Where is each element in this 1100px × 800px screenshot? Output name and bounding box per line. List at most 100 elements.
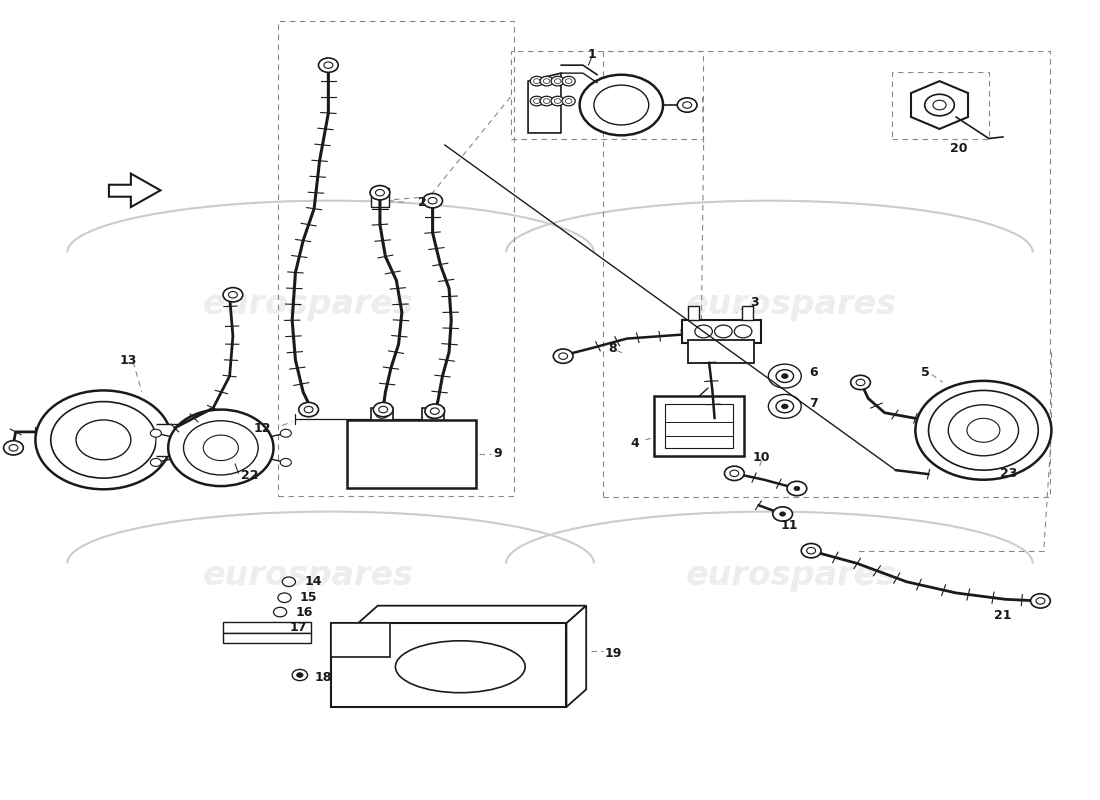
Circle shape	[1031, 594, 1050, 608]
Bar	[278, 22, 514, 496]
Circle shape	[562, 76, 575, 86]
Circle shape	[725, 466, 745, 481]
Circle shape	[967, 418, 1000, 442]
Bar	[331, 623, 566, 707]
Polygon shape	[156, 424, 178, 456]
Bar	[603, 51, 1050, 498]
Circle shape	[562, 96, 575, 106]
Circle shape	[781, 374, 788, 378]
Circle shape	[540, 76, 553, 86]
Circle shape	[425, 404, 444, 418]
Circle shape	[850, 375, 870, 390]
Text: 16: 16	[296, 606, 312, 618]
Text: 6: 6	[808, 366, 817, 379]
Bar	[689, 306, 700, 320]
Circle shape	[280, 430, 292, 438]
Bar	[371, 408, 393, 420]
Circle shape	[223, 287, 243, 302]
Text: 14: 14	[305, 575, 321, 588]
Circle shape	[730, 470, 739, 477]
Circle shape	[594, 85, 649, 125]
Text: 4: 4	[630, 438, 639, 450]
Circle shape	[534, 78, 540, 83]
Circle shape	[375, 190, 384, 196]
Circle shape	[540, 96, 553, 106]
Circle shape	[323, 62, 333, 68]
Circle shape	[1036, 598, 1045, 604]
Circle shape	[370, 186, 389, 200]
Text: 18: 18	[315, 671, 331, 684]
Text: 10: 10	[754, 451, 770, 464]
Circle shape	[428, 198, 437, 204]
Circle shape	[373, 402, 393, 417]
Circle shape	[76, 420, 131, 460]
Circle shape	[554, 78, 561, 83]
Circle shape	[786, 482, 806, 496]
Text: 13: 13	[120, 354, 138, 366]
Polygon shape	[528, 73, 561, 133]
Circle shape	[51, 402, 156, 478]
Circle shape	[229, 291, 238, 298]
Text: 11: 11	[780, 519, 798, 533]
Text: eurospares: eurospares	[686, 559, 896, 592]
Text: 9: 9	[493, 447, 502, 460]
Bar	[371, 188, 388, 207]
Circle shape	[915, 381, 1052, 480]
Text: 19: 19	[605, 646, 623, 660]
Bar	[223, 633, 311, 643]
Text: 5: 5	[921, 366, 929, 378]
Circle shape	[9, 445, 18, 451]
Text: 23: 23	[1000, 467, 1018, 480]
Circle shape	[780, 512, 785, 516]
Circle shape	[319, 58, 338, 72]
Polygon shape	[911, 81, 968, 129]
Circle shape	[554, 98, 561, 103]
Circle shape	[776, 370, 793, 382]
Circle shape	[794, 486, 800, 490]
Bar	[689, 340, 755, 362]
Circle shape	[530, 96, 543, 106]
Circle shape	[268, 622, 282, 632]
Circle shape	[278, 593, 292, 602]
Polygon shape	[566, 606, 586, 707]
Polygon shape	[358, 606, 586, 623]
Circle shape	[543, 78, 550, 83]
Text: 21: 21	[994, 609, 1012, 622]
Bar	[331, 623, 389, 657]
Text: 3: 3	[750, 296, 758, 310]
Text: eurospares: eurospares	[204, 559, 414, 592]
Circle shape	[280, 458, 292, 466]
Circle shape	[151, 458, 162, 466]
Circle shape	[781, 404, 788, 409]
Circle shape	[305, 406, 314, 413]
Circle shape	[274, 607, 287, 617]
Circle shape	[293, 670, 308, 681]
Circle shape	[768, 364, 801, 388]
Circle shape	[430, 408, 439, 414]
Circle shape	[299, 402, 319, 417]
Circle shape	[806, 547, 815, 554]
Circle shape	[35, 390, 172, 490]
Circle shape	[776, 400, 793, 413]
Circle shape	[683, 102, 692, 108]
Circle shape	[768, 394, 801, 418]
Bar	[654, 396, 745, 456]
Circle shape	[378, 406, 387, 413]
Bar	[346, 420, 476, 488]
Circle shape	[204, 435, 239, 461]
Circle shape	[801, 543, 821, 558]
Text: 17: 17	[290, 621, 308, 634]
Bar	[892, 72, 989, 138]
Bar	[742, 306, 754, 320]
Circle shape	[715, 325, 733, 338]
Text: 8: 8	[608, 342, 617, 354]
Text: 2: 2	[418, 196, 427, 209]
Polygon shape	[109, 174, 161, 207]
Circle shape	[928, 390, 1038, 470]
Bar	[421, 408, 443, 420]
Circle shape	[3, 441, 23, 455]
Text: eurospares: eurospares	[686, 288, 896, 321]
Circle shape	[565, 98, 572, 103]
Circle shape	[695, 325, 713, 338]
Circle shape	[559, 353, 568, 359]
